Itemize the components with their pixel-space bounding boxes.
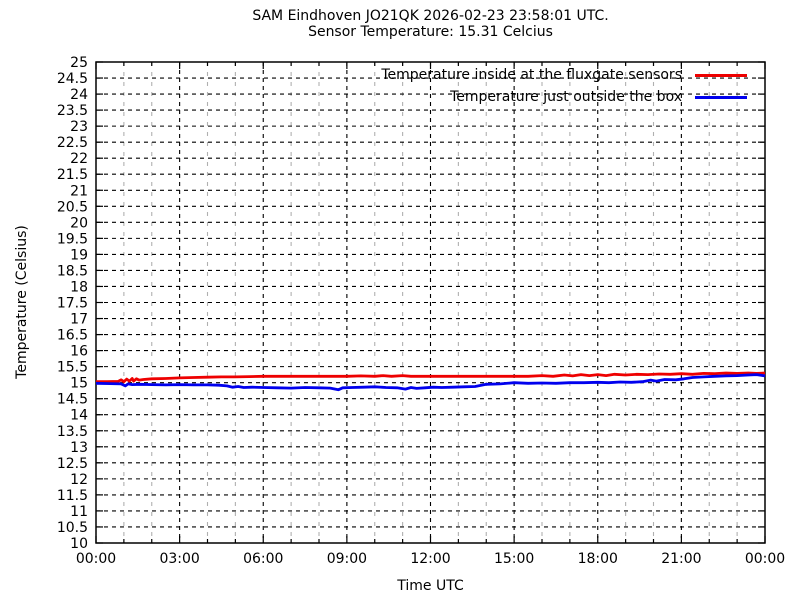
legend-label-inside: Temperature inside at the fluxgate senso… <box>381 67 682 83</box>
chart-subtitle: Sensor Temperature: 15.31 Celcius <box>308 24 553 40</box>
y-tick-label: 16 <box>70 344 88 360</box>
x-tick-label: 09:00 <box>327 551 367 567</box>
legend-label-outside: Temperature just outside the box <box>450 89 682 105</box>
y-tick-label: 23.5 <box>57 103 88 119</box>
y-tick-label: 22.5 <box>57 135 88 151</box>
y-tick-label: 14.5 <box>57 392 88 408</box>
y-tick-label: 24 <box>70 87 88 103</box>
x-tick-label: 15:00 <box>494 551 534 567</box>
x-tick-label: 21:00 <box>661 551 701 567</box>
chart-title: SAM Eindhoven JO21QK 2026-02-23 23:58:01… <box>252 8 609 24</box>
chart-title-block: SAM Eindhoven JO21QK 2026-02-23 23:58:01… <box>96 8 765 40</box>
y-tick-label: 10.5 <box>57 520 88 536</box>
x-tick-label: 00:00 <box>76 551 116 567</box>
legend-item-outside: Temperature just outside the box <box>450 88 747 106</box>
y-tick-label: 19.5 <box>57 231 88 247</box>
y-tick-label: 16.5 <box>57 328 88 344</box>
legend-line-red-swatch <box>695 73 747 77</box>
y-tick-label: 15 <box>70 376 88 392</box>
y-tick-label: 17.5 <box>57 296 88 312</box>
x-tick-label: 06:00 <box>243 551 283 567</box>
y-tick-label: 20 <box>70 215 88 231</box>
y-tick-label: 13 <box>70 440 88 456</box>
y-tick-label: 11 <box>70 504 88 520</box>
y-tick-label: 13.5 <box>57 424 88 440</box>
legend-line-blue-swatch <box>695 95 747 99</box>
plot-border <box>95 61 766 544</box>
y-tick-label: 17 <box>70 312 88 328</box>
legend: Temperature inside at the fluxgate senso… <box>381 66 747 106</box>
y-tick-label: 20.5 <box>57 199 88 215</box>
legend-item-inside: Temperature inside at the fluxgate senso… <box>381 66 747 84</box>
y-tick-label: 21 <box>70 183 88 199</box>
x-tick-label: 12:00 <box>410 551 450 567</box>
series-line-outside <box>95 373 766 392</box>
series-line-inside <box>96 371 766 384</box>
y-tick-label: 24.5 <box>57 71 88 87</box>
y-tick-label: 18 <box>70 279 88 295</box>
y-tick-label: 11.5 <box>57 488 88 504</box>
y-tick-label: 22 <box>70 151 88 167</box>
y-tick-label: 18.5 <box>57 263 88 279</box>
x-tick-label: 18:00 <box>578 551 618 567</box>
y-tick-label: 10 <box>70 536 88 552</box>
y-tick-label: 21.5 <box>57 167 88 183</box>
y-tick-label: 25 <box>70 55 88 71</box>
y-tick-label: 15.5 <box>57 360 88 376</box>
x-axis-label: Time UTC <box>397 578 464 594</box>
y-tick-label: 12 <box>70 472 88 488</box>
x-tick-label: 03:00 <box>159 551 199 567</box>
y-axis-label: Temperature (Celsius) <box>14 225 30 379</box>
x-tick-label: 00:00 <box>745 551 785 567</box>
y-tick-label: 23 <box>70 119 88 135</box>
y-tick-label: 14 <box>70 408 88 424</box>
y-tick-label: 19 <box>70 247 88 263</box>
y-tick-label: 12.5 <box>57 456 88 472</box>
